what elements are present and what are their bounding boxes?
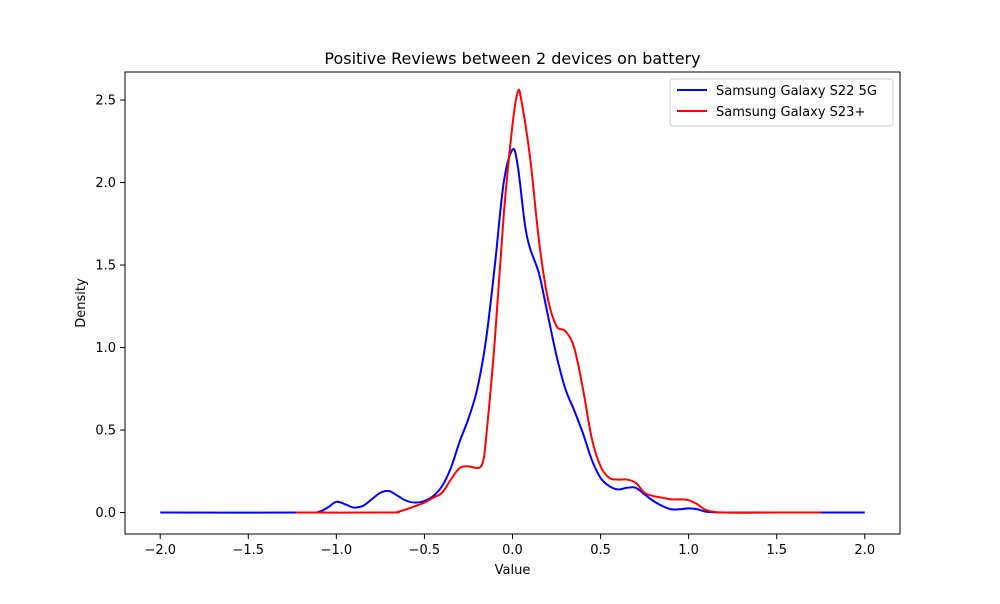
legend: Samsung Galaxy S22 5G Samsung Galaxy S23…: [669, 78, 894, 127]
series-line-s22: [160, 147, 865, 514]
x-tick-label: −1.5: [233, 543, 265, 558]
legend-label-s23plus: Samsung Galaxy S23+: [716, 105, 865, 120]
x-axis-label: Value: [495, 563, 531, 578]
y-tick-label: 1.0: [95, 341, 116, 356]
x-tick-label: −1.0: [321, 543, 353, 558]
x-tick-label: 1.5: [766, 543, 787, 558]
x-tick-label: 0.5: [590, 543, 611, 558]
series-layer: [160, 88, 865, 514]
x-axis: −2.0 −1.5 −1.0 −0.5 0.0 0.5 1.0 1.5 2.0: [144, 534, 875, 558]
plot-area: [125, 72, 900, 534]
y-axis-label: Density: [74, 278, 89, 328]
y-tick-label: 0.0: [95, 506, 116, 521]
x-tick-label: 2.0: [854, 543, 875, 558]
y-tick-label: 2.5: [95, 94, 116, 109]
y-axis: 0.0 0.5 1.0 1.5 2.0 2.5: [95, 94, 125, 521]
x-tick-label: −2.0: [144, 543, 176, 558]
y-tick-label: 0.5: [95, 424, 116, 439]
y-tick-label: 1.5: [95, 259, 116, 274]
chart-title: Positive Reviews between 2 devices on ba…: [324, 49, 700, 68]
y-tick-label: 2.0: [95, 176, 116, 191]
x-tick-label: 0.0: [502, 543, 523, 558]
legend-label-s22: Samsung Galaxy S22 5G: [716, 84, 877, 99]
series-line-s23plus: [295, 88, 821, 514]
legend-frame: [669, 78, 894, 127]
x-tick-label: 1.0: [678, 543, 699, 558]
x-tick-label: −0.5: [409, 543, 441, 558]
